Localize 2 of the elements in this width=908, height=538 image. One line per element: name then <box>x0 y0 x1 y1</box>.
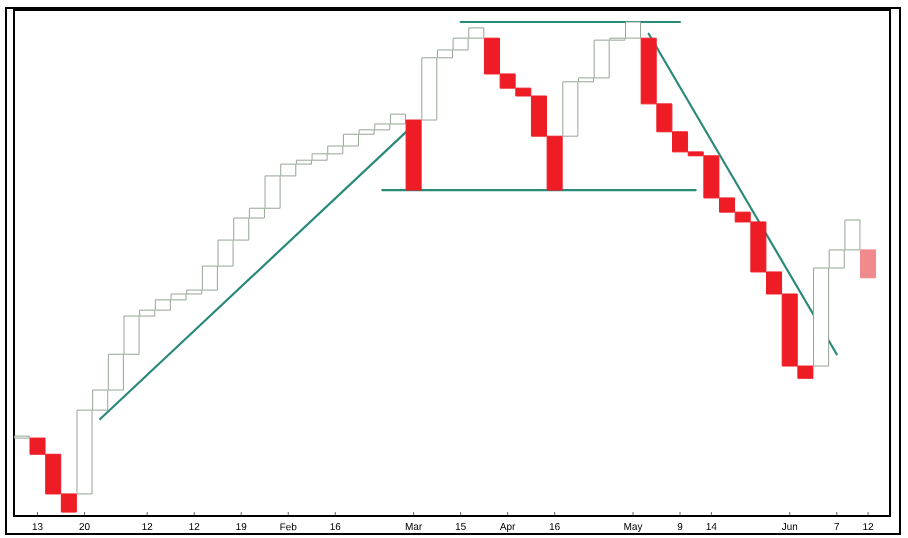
candlestick <box>405 119 422 191</box>
candlestick <box>860 249 877 279</box>
